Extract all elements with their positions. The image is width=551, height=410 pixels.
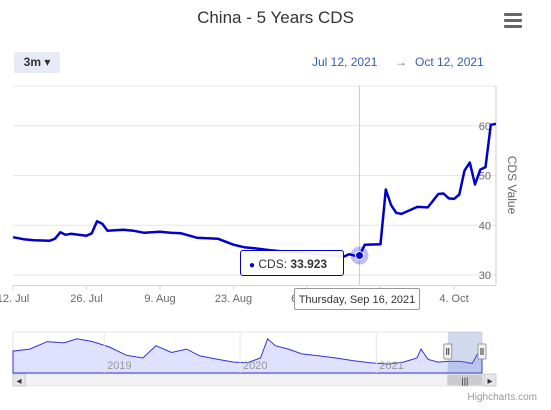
navigator-year-label: 2020 (243, 360, 267, 372)
y-tick-label: 40 (479, 220, 491, 232)
navigator-handle-right[interactable] (477, 343, 487, 360)
navigator-year-label: 2019 (107, 360, 131, 372)
range-selector-label: 3m (23, 55, 41, 69)
chevron-down-icon: ▾ (44, 55, 51, 69)
scroll-left-icon: ◂ (16, 376, 21, 387)
scroll-right-icon: ▸ (487, 376, 492, 387)
series-line-cds[interactable] (12, 122, 497, 258)
navigator-handle-left[interactable] (443, 343, 453, 360)
x-tick-label: 23. Aug (215, 293, 252, 305)
date-from-input[interactable]: Jul 12, 2021 (312, 55, 378, 69)
x-tick-label: 12. Jul (0, 293, 29, 305)
scrollbar-right-button[interactable] (483, 373, 497, 387)
chart-title: China - 5 Years CDS (197, 8, 354, 27)
y-tick-label: 50 (479, 171, 491, 183)
crosshair-date-label: Thursday, Sep 16, 2021 (294, 288, 420, 310)
tooltip-marker-icon: ● (249, 260, 256, 271)
navigator-selection[interactable] (447, 332, 482, 373)
scrollbar-grip-icon: ||| (461, 376, 468, 386)
tooltip-value: 33.923 (290, 257, 328, 271)
date-arrow-icon: → (395, 55, 407, 69)
tooltip-series-label: CDS: (258, 257, 288, 271)
x-tick-label: 4. Oct (439, 293, 468, 305)
scrollbar-thumb[interactable] (447, 374, 483, 386)
x-tick-label: 9. Aug (144, 293, 175, 305)
navigator-series (12, 337, 483, 374)
date-to-input[interactable]: Oct 12, 2021 (415, 55, 484, 69)
scrollbar-left-button[interactable] (12, 373, 26, 387)
navigator-year-label: 2021 (379, 360, 403, 372)
credits-link[interactable]: Highcharts.com (467, 392, 537, 403)
series-layer[interactable] (12, 122, 497, 265)
scrollbar-track[interactable] (12, 373, 497, 387)
hover-point[interactable] (355, 251, 364, 261)
y-tick-label: 60 (479, 121, 491, 133)
y-tick-label: 30 (479, 270, 491, 282)
x-tick-label: 26. Jul (70, 293, 102, 305)
tooltip: ● CDS: 33.923 (240, 250, 344, 276)
hamburger-menu-icon[interactable] (500, 10, 526, 32)
range-selector-button[interactable]: 3m ▾ (14, 52, 60, 73)
navigator[interactable]: 2019 2020 2021 ◂ ||| ▸ (12, 331, 497, 387)
y-axis-title: CDS Value (505, 156, 519, 215)
